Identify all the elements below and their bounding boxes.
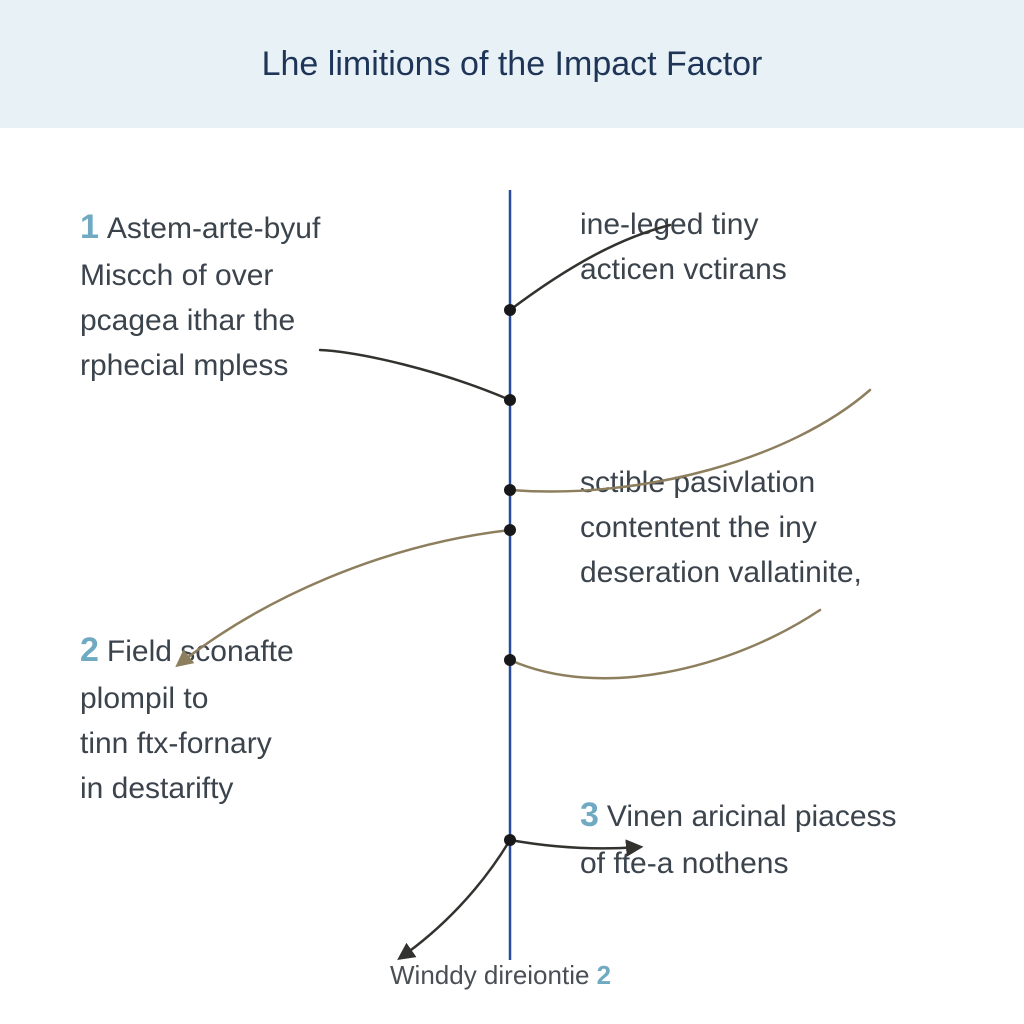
item-line: rphecial mpless <box>80 343 410 388</box>
item-number: 1 <box>80 208 99 246</box>
item-line: Field sconafte <box>107 635 294 668</box>
limitation-item-4: 2Field sconafte plompil to tinn ftx-forn… <box>80 625 380 811</box>
item-line: Vinen aricinal piacess <box>607 800 897 833</box>
limitation-item-5: 3Vinen aricinal piacess of fte-a nothens <box>580 790 980 886</box>
limitation-item-2: ine-leged tiny acticen vctirans <box>580 202 930 292</box>
footer-number: 2 <box>597 960 611 990</box>
item-line: Miscch of over <box>80 253 410 298</box>
item-line: ine-leged tiny <box>580 202 930 247</box>
item-line: Astem-arte-byuf <box>107 212 320 245</box>
item-number: 2 <box>80 631 99 669</box>
item-line: plompil to <box>80 676 380 721</box>
item-line: acticen vctirans <box>580 247 930 292</box>
limitation-item-1: 1Astem-arte-byuf Miscch of over pcagea i… <box>80 202 410 388</box>
footer-text: Winddy direiontie <box>390 960 597 990</box>
item-line: contentent the iny <box>580 505 980 550</box>
item-number: 3 <box>580 796 599 834</box>
item-line: deseration vallatinite, <box>580 550 980 595</box>
title-banner: Lhe limitions of the Impact Factor <box>0 0 1024 128</box>
item-line: in destarifty <box>80 766 380 811</box>
item-line: tinn ftx-fornary <box>80 721 380 766</box>
limitation-item-3: sctible pasivlation contentent the iny d… <box>580 460 980 595</box>
item-line: sctible pasivlation <box>580 460 980 505</box>
item-line: pcagea ithar the <box>80 298 410 343</box>
footer-caption: Winddy direiontie 2 <box>390 960 611 991</box>
page-title: Lhe limitions of the Impact Factor <box>262 45 763 84</box>
item-line: of fte-a nothens <box>580 841 980 886</box>
